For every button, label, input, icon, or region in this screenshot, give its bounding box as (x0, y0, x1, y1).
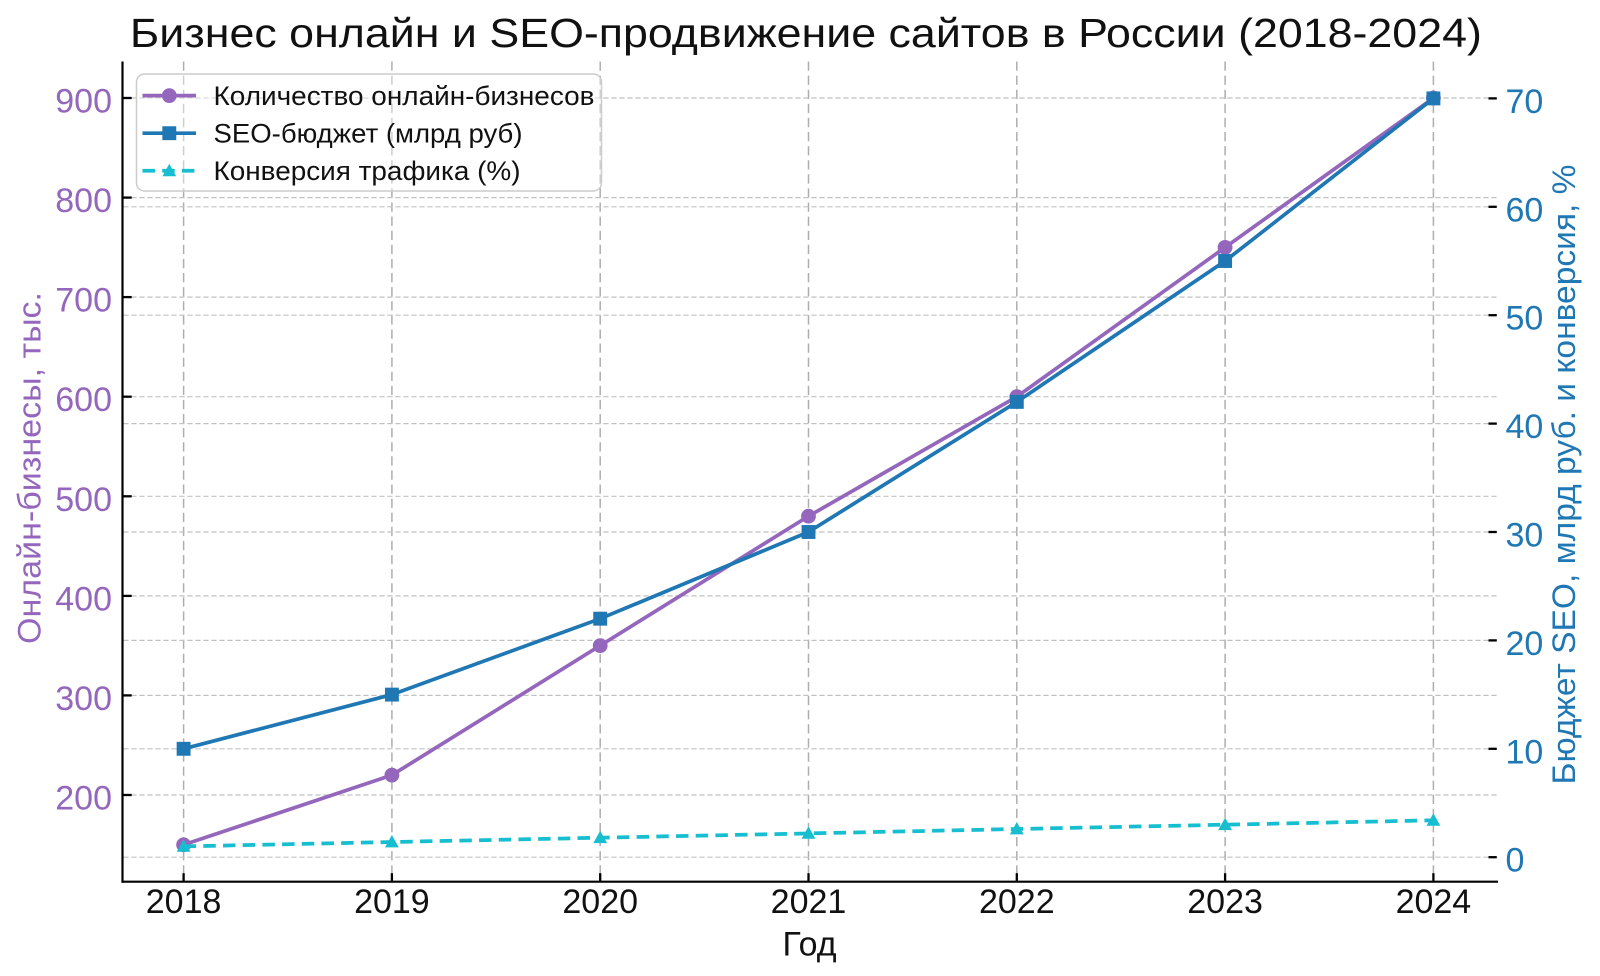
svg-text:Год: Год (783, 925, 837, 963)
svg-text:Конверсия трафика (%): Конверсия трафика (%) (214, 156, 521, 186)
svg-text:400: 400 (55, 580, 112, 618)
svg-text:2018: 2018 (146, 883, 222, 921)
svg-text:30: 30 (1506, 517, 1544, 555)
svg-text:500: 500 (55, 481, 112, 519)
svg-text:900: 900 (55, 83, 112, 121)
svg-text:200: 200 (55, 780, 112, 818)
svg-text:0: 0 (1506, 842, 1525, 880)
svg-text:50: 50 (1506, 300, 1544, 338)
svg-text:10: 10 (1506, 733, 1544, 771)
svg-text:40: 40 (1506, 408, 1544, 446)
svg-text:20: 20 (1506, 625, 1544, 663)
svg-text:2023: 2023 (1187, 883, 1263, 921)
svg-text:800: 800 (55, 182, 112, 220)
svg-text:2021: 2021 (771, 883, 847, 921)
svg-text:2020: 2020 (562, 883, 638, 921)
svg-text:700: 700 (55, 282, 112, 320)
svg-text:Онлайн-бизнесы, тыс.: Онлайн-бизнесы, тыс. (11, 292, 47, 644)
svg-text:2019: 2019 (354, 883, 430, 921)
svg-text:600: 600 (55, 381, 112, 419)
svg-text:Бизнес онлайн и SEO-продвижени: Бизнес онлайн и SEO-продвижение сайтов в… (130, 10, 1482, 56)
svg-text:Бюджет SEO, млрд руб. и конвер: Бюджет SEO, млрд руб. и конверсия, % (1546, 165, 1582, 785)
svg-text:70: 70 (1506, 83, 1544, 121)
svg-text:Количество онлайн-бизнесов: Количество онлайн-бизнесов (214, 81, 595, 111)
svg-text:2024: 2024 (1396, 883, 1472, 921)
svg-text:60: 60 (1506, 191, 1544, 229)
svg-text:SEO-бюджет (млрд руб): SEO-бюджет (млрд руб) (214, 119, 523, 149)
svg-text:2022: 2022 (979, 883, 1055, 921)
svg-text:300: 300 (55, 680, 112, 718)
